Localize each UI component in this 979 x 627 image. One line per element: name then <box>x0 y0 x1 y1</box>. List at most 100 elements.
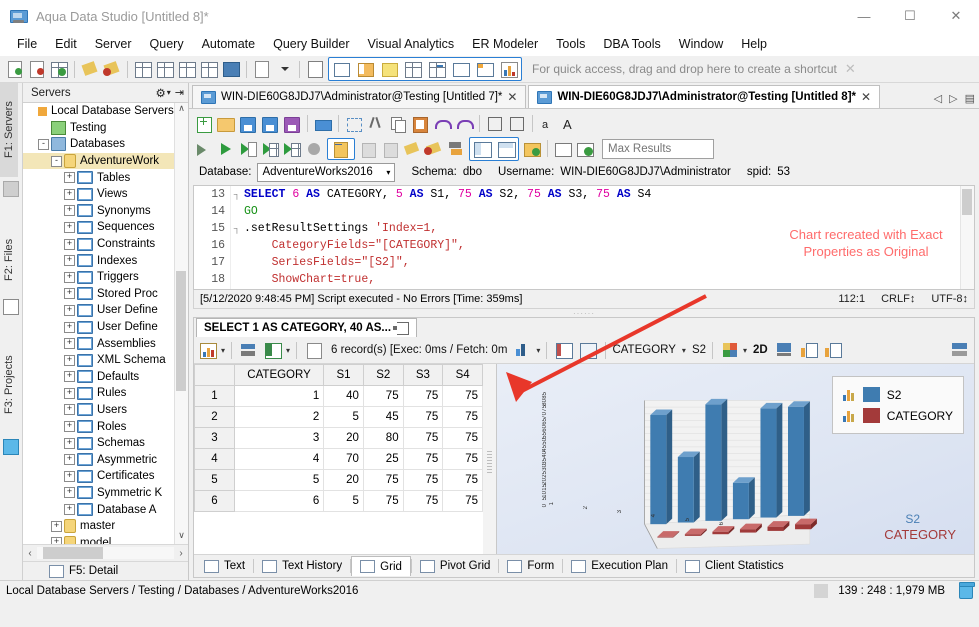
chart-bar[interactable] <box>712 531 729 535</box>
table-cell[interactable]: 75 <box>442 427 483 449</box>
query-history-icon[interactable] <box>553 139 573 159</box>
tree-expander[interactable]: + <box>64 288 75 300</box>
result-view-tab[interactable]: Pivot Grid <box>412 557 499 576</box>
collapse-icon[interactable]: ⇥ <box>174 87 184 99</box>
table-cell[interactable]: 2 <box>233 406 325 428</box>
series-field-label[interactable]: S2 <box>691 344 707 356</box>
result-view-tab[interactable]: Client Statistics <box>677 557 792 576</box>
tree-expander[interactable]: + <box>64 404 75 416</box>
table-row[interactable]: 6 6 5 75 75 75 <box>194 490 483 512</box>
result-split-layout-icon[interactable] <box>496 139 516 159</box>
table-row[interactable]: 2 2 5 45 75 75 <box>194 406 483 428</box>
save-as-icon[interactable] <box>260 114 280 134</box>
fold-marker[interactable] <box>230 271 244 288</box>
close-icon[interactable]: ✕ <box>950 8 962 23</box>
editor-tab-untitled8[interactable]: WIN-DIE60G8JDJ7\Administrator@Testing [U… <box>528 85 881 108</box>
table-row[interactable]: 5 5 20 75 75 75 <box>194 469 483 491</box>
detail-bar[interactable]: F5: Detail <box>23 561 188 580</box>
chart-bar[interactable] <box>650 415 667 525</box>
table-cell[interactable]: 75 <box>402 469 444 491</box>
result-grid-layout-icon[interactable] <box>472 139 492 159</box>
grid-view-icon[interactable] <box>403 59 423 79</box>
export-icon[interactable] <box>239 340 259 360</box>
tree-expander[interactable]: + <box>64 487 75 499</box>
find-replace-icon[interactable] <box>507 114 527 134</box>
category-field-label[interactable]: CATEGORY <box>612 344 676 356</box>
table-cell[interactable]: 75 <box>362 469 404 491</box>
execute-batch-icon[interactable] <box>282 139 302 159</box>
tree-expander[interactable]: + <box>64 338 75 350</box>
chart-bar[interactable] <box>767 526 784 531</box>
legend-entry-s2[interactable]: S2 <box>842 384 953 405</box>
select-all-icon[interactable] <box>344 114 364 134</box>
vtab-files[interactable]: F2: Files <box>0 225 18 295</box>
column-header[interactable]: CATEGORY <box>233 364 325 386</box>
maximize-icon[interactable]: ☐ <box>904 8 916 23</box>
menu-automate[interactable]: Automate <box>201 37 256 51</box>
tree-node[interactable]: + Database A <box>23 501 188 518</box>
fold-marker[interactable] <box>230 203 244 220</box>
column-header[interactable]: S3 <box>402 364 444 386</box>
shortcut-drop-area[interactable]: For quick access, drag and drop here to … <box>532 61 856 77</box>
tree-expander[interactable]: + <box>64 371 75 383</box>
column-header[interactable]: S1 <box>323 364 364 386</box>
fold-marker[interactable] <box>230 237 244 254</box>
transaction-mode-icon[interactable] <box>331 139 351 159</box>
chart-bar[interactable] <box>705 404 722 521</box>
chart-save-image-icon[interactable] <box>799 340 819 360</box>
undo-icon[interactable] <box>432 114 452 134</box>
table-cell[interactable]: 25 <box>362 448 404 470</box>
code-content[interactable]: SELECT 6 AS CATEGORY, 5 AS S1, 75 AS S2,… <box>244 186 960 288</box>
commit-icon[interactable] <box>358 139 378 159</box>
tree-node[interactable]: + Roles <box>23 418 188 435</box>
table-cell[interactable]: 75 <box>442 385 483 407</box>
execute-options-icon[interactable] <box>194 139 214 159</box>
tree-node[interactable]: + Users <box>23 402 188 419</box>
open-file-icon[interactable] <box>216 114 236 134</box>
editor-vertical-scrollbar[interactable] <box>960 186 974 289</box>
chart-resize-icon[interactable] <box>775 340 795 360</box>
tree-node[interactable]: + Indexes <box>23 252 188 269</box>
table-row[interactable]: 4 4 70 25 75 75 <box>194 448 483 470</box>
menu-window[interactable]: Window <box>678 37 724 51</box>
table-compare-icon[interactable] <box>199 59 219 79</box>
menu-file[interactable]: File <box>17 37 38 51</box>
tree-expander[interactable]: + <box>64 221 75 233</box>
trash-icon[interactable] <box>959 581 975 599</box>
dashboard-icon[interactable] <box>355 59 375 79</box>
note-icon[interactable] <box>379 59 399 79</box>
table-cell[interactable]: 70 <box>323 448 364 470</box>
table-cell[interactable]: 75 <box>362 385 404 407</box>
tree-node[interactable]: Local Database Servers <box>23 103 188 120</box>
result-view-tab[interactable]: Grid <box>351 556 411 576</box>
tree-node[interactable]: + Sequences <box>23 219 188 236</box>
table-cell[interactable]: 20 <box>323 427 364 449</box>
table-view-icon[interactable] <box>331 59 351 79</box>
tree-node[interactable]: - Databases <box>23 136 188 153</box>
tree-node[interactable]: + User Define <box>23 319 188 336</box>
tree-expander[interactable]: + <box>64 255 75 267</box>
paste-icon[interactable] <box>410 114 430 134</box>
new-server-icon[interactable] <box>5 59 25 79</box>
chart-bar[interactable] <box>684 534 701 536</box>
table-cell[interactable]: 5 <box>233 469 325 491</box>
table-cell[interactable]: 40 <box>323 385 364 407</box>
export-excel-icon[interactable] <box>263 340 283 360</box>
tree-node[interactable]: + Asymmetric <box>23 451 188 468</box>
results-layout-icon[interactable] <box>950 340 970 360</box>
tree-node[interactable]: + Synonyms <box>23 203 188 220</box>
table-cell[interactable]: 75 <box>402 427 444 449</box>
max-results-input[interactable] <box>602 138 714 159</box>
result-view-tab[interactable]: Text History <box>254 557 350 576</box>
tree-expander[interactable]: + <box>64 470 75 482</box>
tree-node[interactable]: + Assemblies <box>23 335 188 352</box>
menu-er-modeler[interactable]: ER Modeler <box>472 37 539 51</box>
result-options-icon[interactable] <box>522 139 542 159</box>
tree-expander[interactable]: + <box>64 321 75 333</box>
tree-expander[interactable]: + <box>64 421 75 433</box>
table-cell[interactable]: 75 <box>402 448 444 470</box>
execute-icon[interactable] <box>216 139 236 159</box>
chart-toggle-icon[interactable] <box>513 340 533 360</box>
chart-copy-image-icon[interactable] <box>823 340 843 360</box>
